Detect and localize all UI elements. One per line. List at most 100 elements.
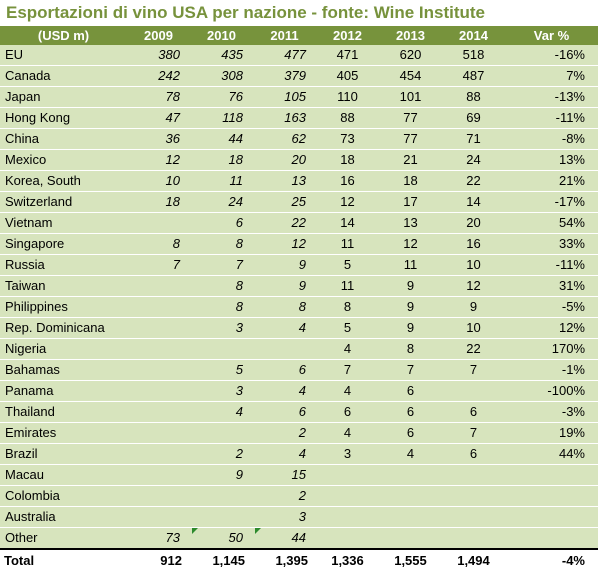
value-2014-cell: 22 [442,170,505,192]
value-2012-cell: 18 [316,149,379,171]
table-row: Panama 3 4 4 6 -100% [0,380,598,402]
value-2009-cell [127,359,190,381]
header-2010: 2010 [190,26,253,45]
var-cell: -17% [505,191,598,213]
value-2014-cell: 20 [442,212,505,234]
total-2014: 1,494 [442,548,505,571]
value-2010-cell: 44 [190,128,253,150]
country-cell: Vietnam [0,212,127,234]
country-cell: Russia [0,254,127,276]
value-2014-cell: 6 [442,401,505,423]
value-2014-cell: 16 [442,233,505,255]
country-cell: Nigeria [0,338,127,360]
value-2010-cell: 8 [190,275,253,297]
country-cell: Mexico [0,149,127,171]
value-2012-cell: 4 [316,422,379,444]
country-cell: Rep. Dominicana [0,317,127,339]
value-2010-cell [190,506,253,528]
table-row: Canada 242 308 379 405 454 487 7% [0,65,598,87]
var-cell: 33% [505,233,598,255]
value-2012-cell: 4 [316,338,379,360]
table-row: China 36 44 62 73 77 71 -8% [0,128,598,150]
value-2012-cell: 7 [316,359,379,381]
value-2012-cell: 73 [316,128,379,150]
total-2010: 1,145 [190,548,253,571]
table-row: Australia 3 [0,506,598,528]
total-2012: 1,336 [316,548,379,571]
value-2014-cell: 10 [442,317,505,339]
country-cell: Bahamas [0,359,127,381]
var-cell: -11% [505,107,598,129]
value-2013-cell: 21 [379,149,442,171]
value-2013-cell: 9 [379,296,442,318]
country-cell: Singapore [0,233,127,255]
value-2009-cell [127,317,190,339]
value-2011-cell: 105 [253,86,316,108]
value-2010-cell: 2 [190,443,253,465]
country-cell: Australia [0,506,127,528]
table-row: Singapore 8 8 12 11 12 16 33% [0,233,598,255]
total-label: Total [0,548,127,571]
header-2014: 2014 [442,26,505,45]
country-cell: China [0,128,127,150]
value-2014-cell [442,380,505,402]
value-2014-cell [442,506,505,528]
var-cell: 7% [505,65,598,87]
value-2011-cell: 4 [253,443,316,465]
country-cell: Taiwan [0,275,127,297]
value-2009-cell [127,422,190,444]
value-2013-cell: 101 [379,86,442,108]
value-2010-cell: 435 [190,45,253,66]
value-2013-cell [379,464,442,486]
exports-table: (USD m) 2009 2010 2011 2012 2013 2014 Va… [0,26,598,571]
country-cell: Colombia [0,485,127,507]
country-cell: Emirates [0,422,127,444]
value-2012-cell: 3 [316,443,379,465]
value-2010-cell: 24 [190,191,253,213]
value-2011-cell: 2 [253,422,316,444]
value-2012-cell: 12 [316,191,379,213]
table-row: Bahamas 5 6 7 7 7 -1% [0,359,598,381]
value-2013-cell: 6 [379,401,442,423]
table-row: Brazil 2 4 3 4 6 44% [0,443,598,465]
var-cell: -11% [505,254,598,276]
value-2011-cell: 2 [253,485,316,507]
value-2014-cell: 7 [442,359,505,381]
var-cell: 19% [505,422,598,444]
value-2011-cell: 62 [253,128,316,150]
value-2010-cell [190,485,253,507]
value-2012-cell [316,506,379,528]
table-row: Thailand 4 6 6 6 6 -3% [0,401,598,423]
var-cell: -13% [505,86,598,108]
value-2013-cell [379,506,442,528]
value-2011-cell: 12 [253,233,316,255]
value-2014-cell [442,464,505,486]
value-2012-cell: 6 [316,401,379,423]
var-cell: 21% [505,170,598,192]
value-2013-cell [379,527,442,550]
country-cell: Brazil [0,443,127,465]
value-2011-cell: 25 [253,191,316,213]
value-2013-cell: 6 [379,422,442,444]
header-var: Var % [505,26,598,45]
table-title: Esportazioni di vino USA per nazione - f… [6,3,486,22]
spreadsheet: Esportazioni di vino USA per nazione - f… [0,3,598,571]
value-2011-cell: 15 [253,464,316,486]
value-2012-cell: 16 [316,170,379,192]
value-2014-cell: 22 [442,338,505,360]
value-2014-cell: 14 [442,191,505,213]
table-row: Hong Kong 47 118 163 88 77 69 -11% [0,107,598,129]
value-2011-cell: 4 [253,317,316,339]
value-2014-cell: 6 [442,443,505,465]
value-2009-cell: 18 [127,191,190,213]
value-2010-cell: 3 [190,317,253,339]
value-2009-cell [127,506,190,528]
table-row: Vietnam 6 22 14 13 20 54% [0,212,598,234]
value-2011-cell: 6 [253,401,316,423]
total-row: Total 912 1,145 1,395 1,336 1,555 1,494 … [0,548,598,571]
table-row: Philippines 8 8 8 9 9 -5% [0,296,598,318]
value-2014-cell: 69 [442,107,505,129]
country-cell: Other [0,527,127,550]
value-2010-cell: 18 [190,149,253,171]
table-row: Rep. Dominicana 3 4 5 9 10 12% [0,317,598,339]
